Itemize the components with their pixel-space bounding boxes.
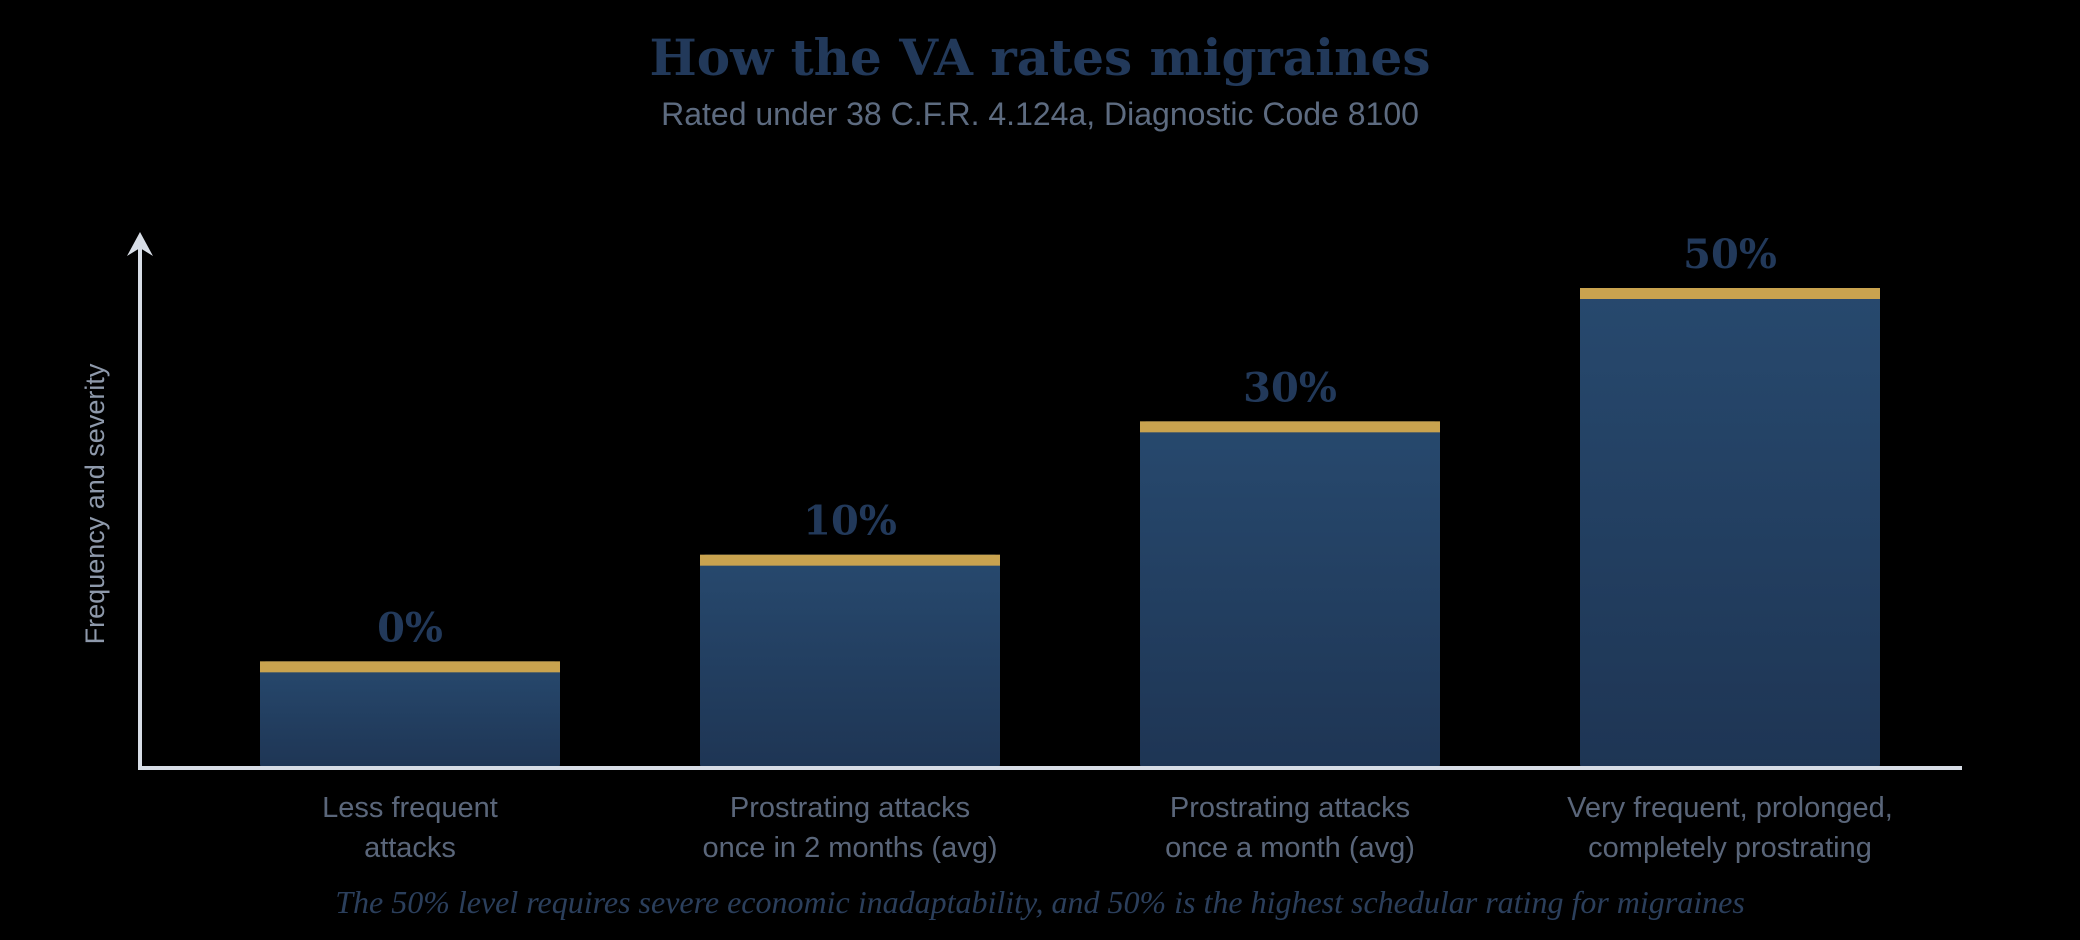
category-label: Less frequent attacks (322, 792, 498, 864)
bar (260, 661, 560, 770)
bar-group (700, 554, 1000, 770)
category-label-line: Prostrating attacks (730, 792, 970, 824)
y-axis-arrow-icon (127, 232, 153, 256)
bar (700, 554, 1000, 770)
category-label-line: completely prostrating (1588, 832, 1872, 864)
bar-group (1580, 288, 1880, 770)
bar (1580, 288, 1880, 770)
category-label-line: Very frequent, prolonged, (1567, 792, 1893, 824)
category-label-line: once in 2 months (avg) (703, 832, 998, 864)
category-label: Very frequent, prolonged, completely pros… (1567, 792, 1893, 864)
category-label: Prostrating attacks once a month (avg) (1165, 792, 1415, 864)
bar-cap (1140, 421, 1440, 433)
chart-footnote: The 50% level requires severe economic i… (335, 884, 1745, 920)
category-label: Prostrating attacks once in 2 months (avg… (703, 792, 998, 864)
category-label-line: once a month (avg) (1165, 832, 1415, 864)
data-label: 50% (1683, 231, 1777, 278)
category-label-line: Less frequent (322, 792, 498, 824)
bar-group (260, 661, 560, 770)
y-axis-label: Frequency and severity (80, 363, 110, 644)
data-label: 30% (1243, 364, 1337, 411)
bar-cap (260, 661, 560, 673)
category-label-line: attacks (364, 832, 456, 864)
bar-cap (1580, 288, 1880, 299)
data-label: 10% (803, 498, 897, 545)
category-label-line: Prostrating attacks (1170, 792, 1410, 824)
data-label: 0% (377, 604, 443, 651)
bar-group (1140, 421, 1440, 770)
chart-title: How the VA rates migraines (649, 28, 1431, 87)
chart-subtitle: Rated under 38 C.F.R. 4.124a, Diagnostic… (661, 96, 1419, 132)
bar (1140, 421, 1440, 770)
bar-cap (700, 554, 1000, 566)
